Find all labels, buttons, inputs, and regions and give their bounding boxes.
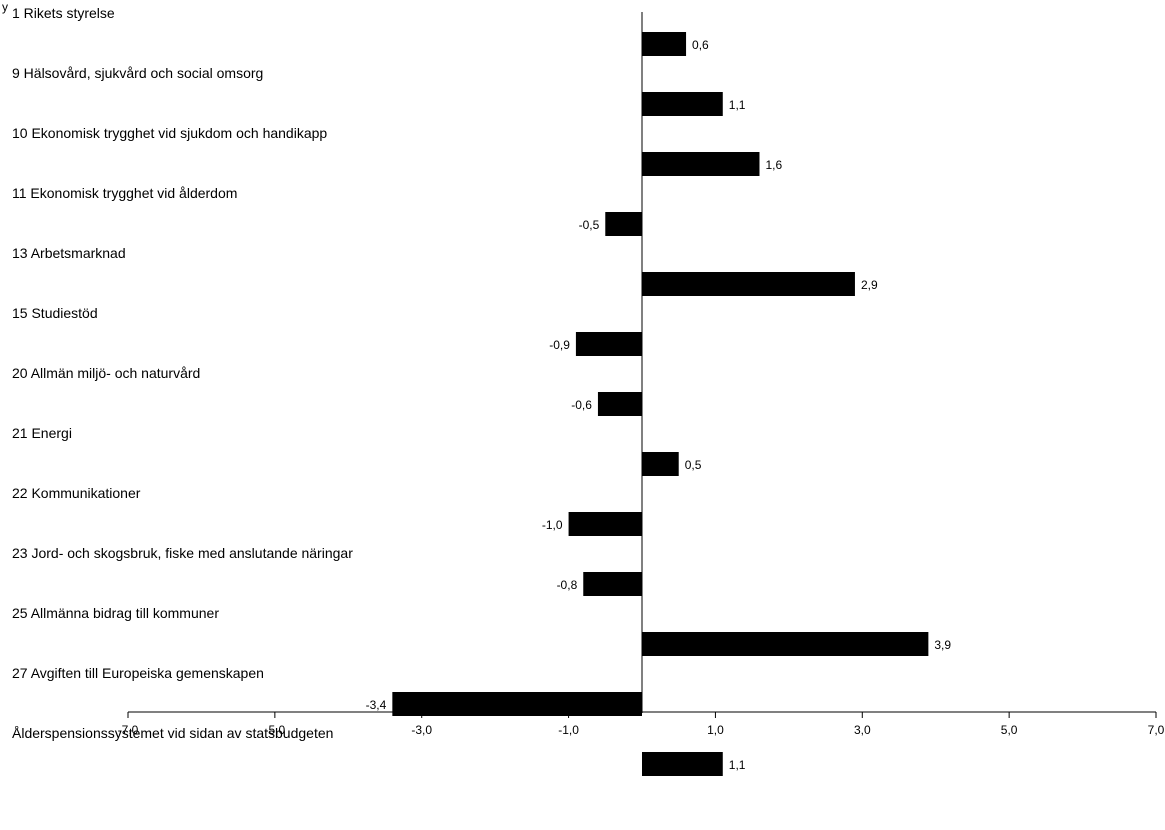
x-tick-label: 5,0 [1001,723,1018,737]
category-label: 15 Studiestöd [12,305,98,321]
bar [642,152,760,176]
bar [568,512,642,536]
category-label: 22 Kommunikationer [12,485,141,501]
data-label: -0,5 [579,218,600,232]
bar [575,332,642,356]
category-label: 21 Energi [12,425,72,441]
bar [583,572,642,596]
bar [642,32,687,56]
data-label: 3,9 [934,638,951,652]
data-label: -1,0 [542,518,563,532]
category-label: 11 Ekonomisk trygghet vid ålderdom [12,185,237,201]
corner-text: y [2,0,8,14]
bar [605,212,642,236]
category-label: Ålderspensionssystemet vid sidan av stat… [12,725,333,741]
x-tick-label: -7,0 [118,723,139,737]
bar [642,272,855,296]
bar [642,752,723,776]
x-tick-label: 3,0 [854,723,871,737]
category-label: 10 Ekonomisk trygghet vid sjukdom och ha… [12,125,327,141]
data-label: 2,9 [861,278,878,292]
x-tick-label: -1,0 [558,723,579,737]
x-tick-label: 7,0 [1148,723,1165,737]
axes: -7,0 -5,0 -3,0 -1,0 1,0 3,0 5,0 7,0 [118,12,1165,737]
bar [642,452,679,476]
data-label: -0,9 [549,338,570,352]
category-label: 27 Avgiften till Europeiska gemenskapen [12,665,264,681]
data-label: 1,1 [729,98,746,112]
category-label: 1 Rikets styrelse [12,5,115,21]
bar [597,392,642,416]
data-label: -0,6 [571,398,592,412]
data-label: 1,1 [729,758,746,772]
category-labels: 1 Rikets styrelse 9 Hälsovård, sjukvård o… [12,5,353,741]
data-label: 1,6 [765,158,782,172]
x-tick-label: 1,0 [707,723,724,737]
data-label: 0,5 [685,458,702,472]
bar [642,632,929,656]
bar [642,92,723,116]
bars-layer: 0,6 1,1 1,6 -0,5 2,9 -0,9 -0,6 0,5 -1,0 -0,8 3,9 -3… [366,32,951,776]
x-tick-label: -5,0 [265,723,286,737]
category-label: 25 Allmänna bidrag till kommuner [12,605,219,621]
data-label: 0,6 [692,38,709,52]
category-label: 9 Hälsovård, sjukvård och social omsorg [12,65,263,81]
category-label: 23 Jord- och skogsbruk, fiske med anslut… [12,545,353,561]
category-label: 20 Allmän miljö- och naturvård [12,365,200,381]
data-label: -0,8 [557,578,578,592]
x-tick-label: -3,0 [411,723,432,737]
data-label: -3,4 [366,698,387,712]
category-label: 13 Arbetsmarknad [12,245,126,261]
